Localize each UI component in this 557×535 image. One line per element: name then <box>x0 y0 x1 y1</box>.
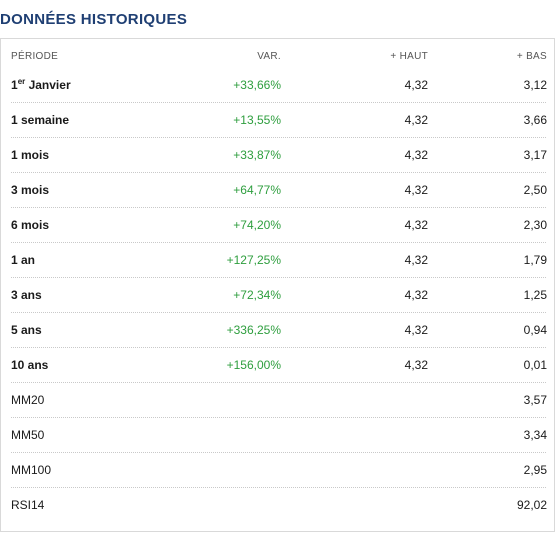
row-period: 6 mois <box>11 218 50 232</box>
column-header-var: VAR. <box>257 51 281 62</box>
row-var: +72,34% <box>233 288 281 302</box>
row-haut: 4,32 <box>404 218 428 232</box>
page-title: DONNÉES HISTORIQUES <box>0 11 188 28</box>
row-haut: 4,32 <box>404 183 428 197</box>
indicator-row: MM20 3,57 <box>1 383 556 418</box>
row-period: 3 ans <box>11 288 42 302</box>
column-header-bas: + BAS <box>516 51 547 62</box>
row-bas: 1,79 <box>523 253 547 267</box>
row-period: 1 an <box>11 253 36 267</box>
table-row: 1 an +127,25% 4,32 1,79 <box>1 243 556 278</box>
row-haut: 4,32 <box>404 78 428 92</box>
row-bas: 1,25 <box>523 288 547 302</box>
table-row: 1 mois +33,87% 4,32 3,17 <box>1 138 556 173</box>
row-haut: 4,32 <box>404 358 428 372</box>
table-row: 1 semaine +13,55% 4,32 3,66 <box>1 103 556 138</box>
row-period: 1er Janvier <box>11 77 71 93</box>
row-bas: 3,66 <box>523 113 547 127</box>
row-bas: 0,01 <box>523 358 547 372</box>
indicator-label: MM20 <box>11 393 45 407</box>
row-period: 5 ans <box>11 323 42 337</box>
column-header-haut: + HAUT <box>390 51 428 62</box>
row-haut: 4,32 <box>404 323 428 337</box>
table-row: 6 mois +74,20% 4,32 2,30 <box>1 208 556 243</box>
table-row: 3 ans +72,34% 4,32 1,25 <box>1 278 556 313</box>
row-var: +64,77% <box>233 183 281 197</box>
indicator-value: 3,34 <box>523 428 547 442</box>
column-header-period: PÉRIODE <box>11 51 59 62</box>
indicator-row: RSI14 92,02 <box>1 488 556 523</box>
row-var: +13,55% <box>233 113 281 127</box>
table-row: 3 mois +64,77% 4,32 2,50 <box>1 173 556 208</box>
table-header: PÉRIODE VAR. + HAUT + BAS <box>1 39 556 74</box>
row-var: +33,87% <box>233 148 281 162</box>
row-period: 1 mois <box>11 148 50 162</box>
row-haut: 4,32 <box>404 113 428 127</box>
row-period: 3 mois <box>11 183 50 197</box>
row-period: 10 ans <box>11 358 49 372</box>
indicator-row: MM50 3,34 <box>1 418 556 453</box>
row-var: +156,00% <box>226 358 281 372</box>
row-bas: 2,30 <box>523 218 547 232</box>
row-bas: 2,50 <box>523 183 547 197</box>
indicator-label: RSI14 <box>11 498 45 512</box>
table-row: 1er Janvier +33,66% 4,32 3,12 <box>1 68 556 103</box>
table-row: 5 ans +336,25% 4,32 0,94 <box>1 313 556 348</box>
row-bas: 3,12 <box>523 78 547 92</box>
indicator-label: MM50 <box>11 428 45 442</box>
row-haut: 4,32 <box>404 288 428 302</box>
row-haut: 4,32 <box>404 253 428 267</box>
row-period: 1 semaine <box>11 113 70 127</box>
indicator-row: MM100 2,95 <box>1 453 556 488</box>
row-haut: 4,32 <box>404 148 428 162</box>
row-bas: 0,94 <box>523 323 547 337</box>
row-var: +336,25% <box>226 323 281 337</box>
row-bas: 3,17 <box>523 148 547 162</box>
row-var: +33,66% <box>233 78 281 92</box>
table-row: 10 ans +156,00% 4,32 0,01 <box>1 348 556 383</box>
indicator-value: 2,95 <box>523 463 547 477</box>
historical-data-table: PÉRIODE VAR. + HAUT + BAS 1er Janvier +3… <box>0 38 555 532</box>
indicator-value: 3,57 <box>523 393 547 407</box>
indicator-label: MM100 <box>11 463 52 477</box>
row-var: +74,20% <box>233 218 281 232</box>
row-var: +127,25% <box>226 253 281 267</box>
indicator-value: 92,02 <box>516 498 547 512</box>
